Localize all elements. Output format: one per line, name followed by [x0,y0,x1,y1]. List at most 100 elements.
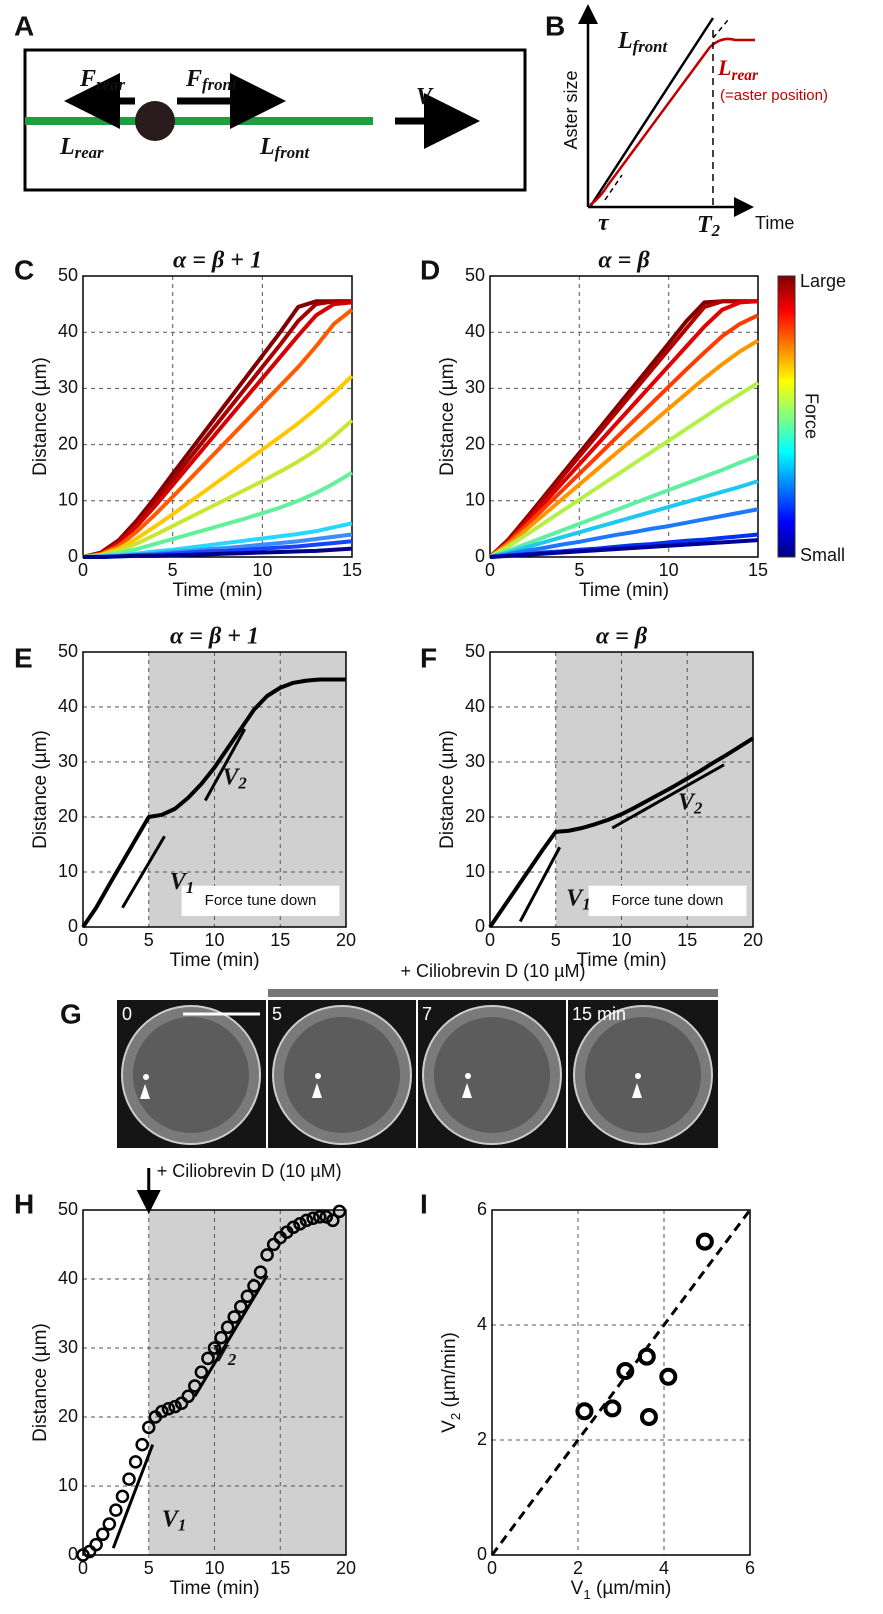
text-part: V [162,1506,180,1532]
arrowhead [312,1083,322,1098]
y-tick-label: 50 [58,641,78,661]
x-tick-label: 10 [611,930,631,950]
subscript: 2 [227,1350,236,1369]
y-tick-label: 10 [465,861,485,881]
slope-line [121,835,166,909]
axis-label: Aster size [561,70,581,149]
y-tick-label: 10 [58,861,78,881]
y-tick-label: 30 [58,377,78,397]
y-axis-label: Distance (µm) [437,357,458,476]
text-part: (µm/min) [439,1332,460,1413]
colorbar-label: Force [801,393,821,439]
x-tick-label: 0 [78,930,88,950]
x-tick-label: 4 [659,1558,669,1578]
x-tick-label: 0 [487,1558,497,1578]
velocity-label: V1 [566,885,590,913]
x-tick-label: 20 [336,930,356,950]
data-line [82,418,354,559]
slope-line [518,846,562,923]
data-line [82,470,354,559]
data-line [489,507,759,559]
panel-label: B [545,10,565,41]
data-point [207,1341,222,1355]
subscript: 1 [582,894,590,913]
x-axis-label: V1 (µm/min) [571,1578,672,1602]
data-point [659,1367,678,1386]
data-line [489,453,759,559]
data-point [293,1217,307,1231]
y-tick-label: 20 [58,1406,78,1426]
length-label: Lrear [59,134,104,162]
data-line [488,299,759,559]
treatment-label: + Ciliobrevin D (10 µM) [401,961,586,981]
y-tick-label: 4 [477,1314,487,1334]
y-tick-label: 50 [58,1199,78,1219]
slope-line [111,1444,155,1549]
velocity-label: V1 [162,1506,186,1534]
subscript: 2 [711,221,720,240]
data-point [306,1211,320,1226]
y-tick-label: 40 [465,321,485,341]
data-point [639,1408,658,1426]
shaded-region [148,1210,346,1555]
x-tick-label: 5 [144,1558,154,1578]
data-line [488,299,758,559]
panel-label: I [420,1188,428,1219]
velocity-label: V2 [212,1340,236,1368]
data-point [575,1402,594,1421]
data-line [488,736,755,929]
x-tick-label: 10 [252,560,272,580]
text-part: V [678,789,696,815]
data-point [637,1347,656,1366]
data-line [488,338,760,559]
panel-label: G [60,998,82,1029]
subscript: 1 [178,1515,186,1534]
y-tick-label: 20 [465,433,485,453]
x-tick-label: 10 [204,1558,224,1578]
slope-line [611,763,725,830]
data-line [488,313,759,559]
time-label: 15 min [572,1004,626,1024]
time-label: 0 [122,1004,132,1024]
text-part: F [79,66,96,92]
y-tick-label: 0 [477,1544,487,1564]
data-point [240,1289,255,1303]
x-tick-label: 0 [78,1558,88,1578]
text-part: V [416,84,434,110]
data-point [109,1503,123,1517]
slope-line [203,728,247,802]
x-tick-label: 15 [677,930,697,950]
data-point [247,1279,261,1293]
x-axis-label: Time (min) [169,1578,259,1599]
text-part: (µm/min) [591,1578,672,1599]
slope-line [193,1274,269,1398]
chart-title: α = β [598,248,650,274]
subscript: front [275,143,311,162]
colorbar [777,275,796,558]
colorbar-label: Large [800,271,846,291]
x-tick-label: 0 [78,560,88,580]
data-point [89,1537,103,1552]
data-point [299,1213,314,1228]
plot-frame [82,275,353,558]
data-point [695,1232,714,1251]
velocity-label: V1 [170,869,194,897]
data-point [115,1489,130,1504]
box-label: Force tune down [205,892,317,909]
data-point [76,1548,90,1562]
panel-label: E [14,642,33,673]
plot-frame [82,651,347,928]
chart-title: α = β + 1 [170,624,259,650]
label-box [588,885,747,916]
x-tick-label: 0 [485,930,495,950]
axis-label: Time [755,213,794,233]
y-tick-label: 40 [58,696,78,716]
y-tick-label: 10 [58,490,78,510]
y-axis-label: V2 (µm/min) [439,1332,463,1433]
force-label: Ffront [185,66,238,94]
data-point [286,1220,301,1234]
velocity-label: V2 [678,789,702,817]
x-tick-label: 5 [574,560,584,580]
x-axis-label: Time (min) [579,580,669,601]
aster-dot [465,1073,471,1079]
